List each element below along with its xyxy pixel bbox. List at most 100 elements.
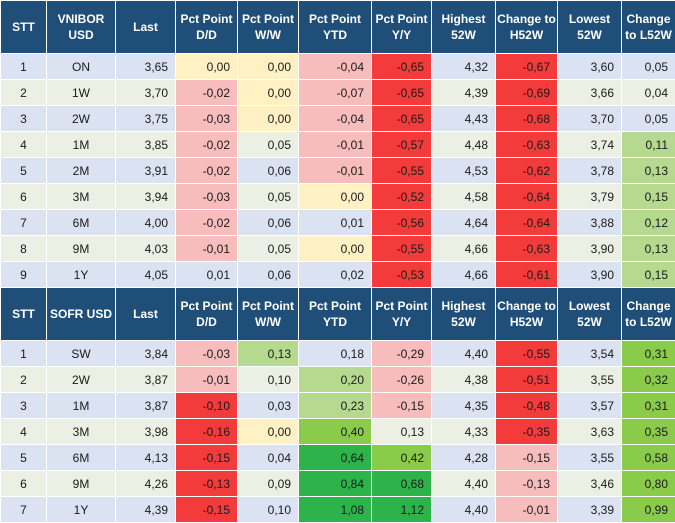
cell-pct-ytd: 0,40 xyxy=(299,419,372,445)
cell-change-l52w: 0,31 xyxy=(622,393,675,419)
cell-stt: 6 xyxy=(1,184,47,210)
cell-pct-dd: -0,02 xyxy=(176,132,238,158)
cell-lowest-52w: 3,88 xyxy=(558,210,622,236)
cell-tenor: 2W xyxy=(47,367,116,393)
cell-change-h52w: -0,51 xyxy=(496,367,558,393)
cell-highest-52w: 4,40 xyxy=(432,341,496,367)
cell-stt: 5 xyxy=(1,158,47,184)
cell-lowest-52w: 3,90 xyxy=(558,236,622,262)
cell-highest-52w: 4,28 xyxy=(432,445,496,471)
cell-highest-52w: 4,48 xyxy=(432,132,496,158)
cell-pct-yy: -0,53 xyxy=(372,262,432,288)
cell-change-l52w: 0,35 xyxy=(622,419,675,445)
cell-tenor: 9M xyxy=(47,236,116,262)
cell-pct-ww: 0,06 xyxy=(238,262,299,288)
cell-highest-52w: 4,66 xyxy=(432,236,496,262)
cell-pct-ytd: 0,23 xyxy=(299,393,372,419)
cell-tenor: 9M xyxy=(47,471,116,497)
cell-pct-yy: -0,26 xyxy=(372,367,432,393)
cell-stt: 3 xyxy=(1,106,47,132)
cell-lowest-52w: 3,90 xyxy=(558,262,622,288)
cell-highest-52w: 4,43 xyxy=(432,106,496,132)
cell-pct-dd: -0,03 xyxy=(176,106,238,132)
cell-change-l52w: 0,05 xyxy=(622,54,675,80)
cell-stt: 9 xyxy=(1,262,47,288)
cell-tenor: 1M xyxy=(47,393,116,419)
cell-last: 3,87 xyxy=(116,367,176,393)
cell-pct-dd: -0,15 xyxy=(176,497,238,523)
cell-change-l52w: 0,99 xyxy=(622,497,675,523)
cell-lowest-52w: 3,74 xyxy=(558,132,622,158)
cell-last: 4,13 xyxy=(116,445,176,471)
cell-pct-ww: 0,05 xyxy=(238,132,299,158)
cell-change-h52w: -0,63 xyxy=(496,132,558,158)
sofr-header-tenor: SOFR USD xyxy=(47,288,116,341)
cell-change-l52w: 0,13 xyxy=(622,236,675,262)
cell-pct-dd: -0,01 xyxy=(176,236,238,262)
cell-pct-yy: -0,52 xyxy=(372,184,432,210)
cell-tenor: 3M xyxy=(47,184,116,210)
cell-last: 3,85 xyxy=(116,132,176,158)
cell-tenor: 6M xyxy=(47,445,116,471)
cell-change-h52w: -0,55 xyxy=(496,341,558,367)
cell-last: 3,70 xyxy=(116,80,176,106)
cell-change-l52w: 0,05 xyxy=(622,106,675,132)
cell-pct-ww: 0,10 xyxy=(238,497,299,523)
cell-lowest-52w: 3,78 xyxy=(558,158,622,184)
cell-pct-dd: -0,03 xyxy=(176,341,238,367)
cell-pct-dd: -0,16 xyxy=(176,419,238,445)
cell-lowest-52w: 3,63 xyxy=(558,419,622,445)
cell-tenor: 6M xyxy=(47,210,116,236)
cell-pct-dd: -0,15 xyxy=(176,445,238,471)
cell-stt: 1 xyxy=(1,54,47,80)
cell-pct-yy: -0,57 xyxy=(372,132,432,158)
cell-last: 3,65 xyxy=(116,54,176,80)
cell-change-h52w: -0,63 xyxy=(496,236,558,262)
cell-tenor: 1Y xyxy=(47,497,116,523)
vnibor-header-highest-52w: Highest 52W xyxy=(432,1,496,54)
cell-tenor: 2M xyxy=(47,158,116,184)
cell-pct-dd: -0,01 xyxy=(176,367,238,393)
cell-highest-52w: 4,53 xyxy=(432,158,496,184)
cell-pct-ww: 0,05 xyxy=(238,184,299,210)
cell-pct-ww: 0,03 xyxy=(238,393,299,419)
cell-change-h52w: -0,69 xyxy=(496,80,558,106)
cell-pct-yy: 0,13 xyxy=(372,419,432,445)
vnibor-header-pct-ytd: Pct Point YTD xyxy=(299,1,372,54)
cell-tenor: 2W xyxy=(47,106,116,132)
sofr-header-pct-ww: Pct Point W/W xyxy=(238,288,299,341)
cell-last: 4,26 xyxy=(116,471,176,497)
cell-last: 4,00 xyxy=(116,210,176,236)
cell-pct-ww: 0,04 xyxy=(238,445,299,471)
cell-change-h52w: -0,64 xyxy=(496,184,558,210)
vnibor-header-stt: STT xyxy=(1,1,47,54)
cell-lowest-52w: 3,60 xyxy=(558,54,622,80)
cell-change-h52w: -0,35 xyxy=(496,419,558,445)
cell-change-h52w: -0,15 xyxy=(496,445,558,471)
cell-pct-ytd: -0,04 xyxy=(299,106,372,132)
cell-last: 4,05 xyxy=(116,262,176,288)
cell-change-l52w: 0,13 xyxy=(622,158,675,184)
cell-pct-ww: 0,05 xyxy=(238,236,299,262)
cell-tenor: ON xyxy=(47,54,116,80)
cell-change-l52w: 0,58 xyxy=(622,445,675,471)
cell-pct-ytd: 0,18 xyxy=(299,341,372,367)
cell-pct-ytd: 0,00 xyxy=(299,184,372,210)
cell-pct-ytd: 0,84 xyxy=(299,471,372,497)
cell-tenor: SW xyxy=(47,341,116,367)
cell-pct-yy: -0,55 xyxy=(372,158,432,184)
sofr-header-pct-yy: Pct Point Y/Y xyxy=(372,288,432,341)
cell-pct-ytd: -0,01 xyxy=(299,158,372,184)
cell-pct-ytd: 0,02 xyxy=(299,262,372,288)
cell-pct-dd: -0,03 xyxy=(176,184,238,210)
cell-stt: 2 xyxy=(1,80,47,106)
